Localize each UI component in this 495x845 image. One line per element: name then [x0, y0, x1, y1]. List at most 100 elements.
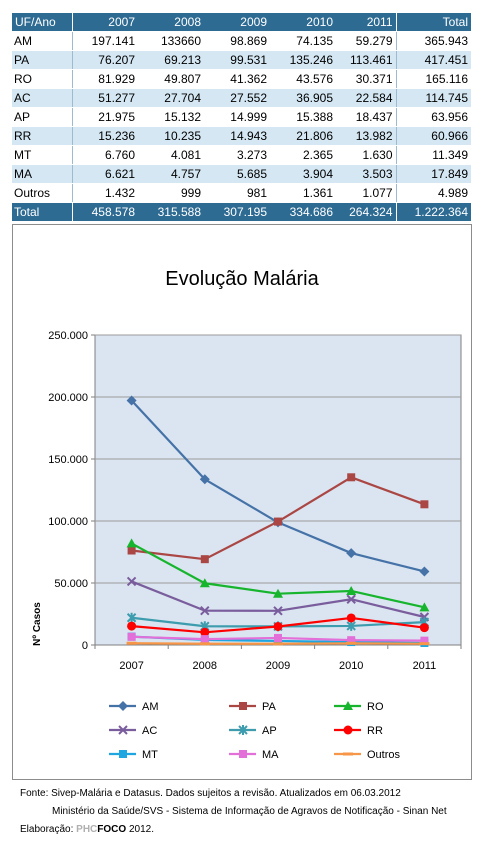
value-cell: 60.966	[396, 126, 471, 146]
header-cell: 2007	[72, 13, 138, 32]
data-point-pa	[420, 500, 429, 509]
row-label-cell: MT	[12, 145, 73, 165]
row-label-cell: AM	[12, 31, 73, 51]
legend-marker-outros	[343, 752, 353, 756]
data-point-rr	[273, 621, 283, 631]
row-label-cell: RO	[12, 69, 73, 89]
value-cell: 4.989	[396, 183, 471, 203]
y-tick-label: 250.000	[48, 330, 88, 342]
data-point-ap	[346, 620, 356, 631]
value-cell: 59.279	[336, 31, 397, 51]
value-cell: 334.686	[270, 202, 336, 222]
value-cell: 6.760	[72, 145, 138, 165]
value-cell: 1.077	[336, 183, 397, 203]
data-point-outros	[126, 641, 137, 645]
data-point-am	[126, 395, 137, 406]
x-tick-label: 2009	[266, 660, 290, 672]
legend-label-outros: Outros	[367, 749, 401, 761]
value-cell: 18.437	[336, 107, 397, 127]
value-cell: 113.461	[336, 50, 397, 70]
y-tick-label: 100.000	[48, 516, 88, 528]
data-point-ro	[346, 585, 357, 595]
value-cell: 981	[204, 183, 270, 203]
legend-marker-mt	[119, 750, 127, 758]
legend-marker-ro	[343, 701, 353, 710]
data-point-rr	[127, 621, 137, 631]
value-cell: 264.324	[336, 202, 397, 222]
value-cell: 3.503	[336, 164, 397, 184]
data-point-ro	[199, 578, 210, 588]
data-point-ac	[346, 594, 356, 604]
value-cell: 307.195	[204, 202, 270, 222]
value-cell: 21.975	[72, 107, 138, 127]
row-label-cell: Total	[12, 202, 73, 222]
x-tick-label: 2010	[339, 660, 363, 672]
table-row: MT 6.760 4.081 3.273 2.365 1.630 11.349	[12, 145, 471, 165]
table-row: Outros 1.432 999 981 1.361 1.077 4.989	[12, 183, 471, 203]
legend-label-pa: PA	[262, 701, 277, 713]
table-row: AM 197.141 133660 98.869 74.135 59.279 365.943	[12, 31, 471, 51]
row-label-cell: AP	[12, 107, 73, 127]
value-cell: 69.213	[138, 50, 204, 70]
value-cell: 4.757	[138, 164, 204, 184]
row-label-cell: Outros	[12, 183, 73, 203]
table-row: MA 6.621 4.757 5.685 3.904 3.503 17.849	[12, 164, 471, 184]
data-point-ma	[420, 636, 429, 645]
header-cell: UF/Ano	[12, 13, 73, 32]
y-tick-label: 200.000	[48, 392, 88, 404]
value-cell: 27.552	[204, 88, 270, 108]
value-cell: 165.116	[396, 69, 471, 89]
data-point-ma	[200, 635, 209, 644]
legend-label-ac: AC	[142, 725, 157, 737]
value-cell: 49.807	[138, 69, 204, 89]
legend-marker-ac	[118, 725, 128, 735]
table-row: AC 51.277 27.704 27.552 36.905 22.584 114.745	[12, 88, 471, 108]
header-cell: 2009	[204, 13, 270, 32]
elaboration-suffix: 2012.	[126, 824, 154, 835]
data-point-outros	[346, 641, 357, 645]
data-point-ma	[127, 632, 136, 641]
legend-label-am: AM	[142, 701, 159, 713]
value-cell: 3.904	[270, 164, 336, 184]
x-tick-label: 2007	[119, 660, 143, 672]
row-label-cell: AC	[12, 88, 73, 108]
data-point-pa	[347, 473, 356, 482]
data-point-rr	[419, 623, 429, 633]
legend-label-rr: RR	[367, 725, 383, 737]
row-label-cell: PA	[12, 50, 73, 70]
y-axis-label: Nº Casos	[32, 602, 43, 646]
data-point-ro	[126, 538, 137, 548]
data-point-rr	[200, 627, 210, 637]
total-row: Total 458.578 315.588 307.195 334.686 264.324…	[12, 202, 471, 222]
value-cell: 14.999	[204, 107, 270, 127]
value-cell: 63.956	[396, 107, 471, 127]
data-point-am	[199, 474, 210, 485]
value-cell: 22.584	[336, 88, 397, 108]
row-label-cell: MA	[12, 164, 73, 184]
value-cell: 365.943	[396, 31, 471, 51]
header-cell: 2010	[270, 13, 336, 32]
value-cell: 4.081	[138, 145, 204, 165]
table-row: RO 81.929 49.807 41.362 43.576 30.371 165.116	[12, 69, 471, 89]
data-point-ap	[126, 612, 137, 623]
brand-phc: PHC	[76, 824, 98, 835]
legend-marker-ma	[239, 750, 247, 758]
value-cell: 15.236	[72, 126, 138, 146]
value-cell: 15.132	[138, 107, 204, 127]
elaboration-prefix: Elaboração:	[20, 824, 77, 835]
legend-marker-rr	[343, 725, 353, 735]
data-point-ma	[274, 633, 282, 642]
data-table: UF/Ano 2007 2008 2009 2010 2011 Total AM 197.14…	[12, 13, 471, 222]
value-cell: 458.578	[72, 202, 138, 222]
data-point-ac	[200, 605, 210, 616]
data-point-pa	[127, 546, 136, 555]
legend-marker-pa	[239, 702, 247, 710]
value-cell: 10.235	[138, 126, 204, 146]
table-row: AP 21.975 15.132 14.999 15.388 18.437 63.956	[12, 107, 471, 127]
data-point-pa	[274, 517, 282, 526]
data-point-pa	[200, 555, 209, 564]
legend-marker-am	[118, 701, 128, 711]
data-point-outros	[199, 642, 210, 646]
value-cell: 43.576	[270, 69, 336, 89]
value-cell: 74.135	[270, 31, 336, 51]
